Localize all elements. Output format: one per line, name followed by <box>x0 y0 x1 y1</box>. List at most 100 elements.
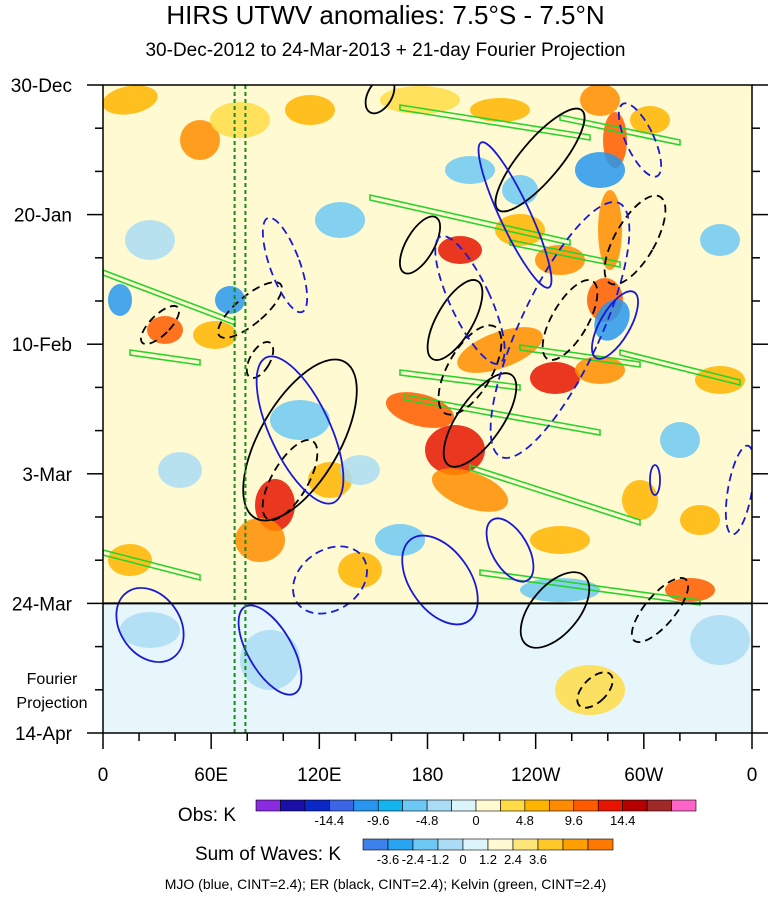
colorbar-tick-label: -3.6 <box>377 852 399 867</box>
anomaly-blob <box>580 85 620 116</box>
colorbar-box <box>329 799 355 812</box>
anomaly-blob <box>690 615 750 665</box>
colorbar-box <box>412 838 439 851</box>
anomaly-blob <box>598 190 622 270</box>
colorbar-tick-label: -2.4 <box>402 852 424 867</box>
mjo-contour <box>255 355 345 505</box>
kelvin-contour <box>404 394 601 436</box>
chart-title: HIRS UTWV anomalies: 7.5°S - 7.5°N <box>166 0 605 30</box>
y-tick-label: 24-Mar <box>12 594 73 615</box>
er-contours <box>140 85 690 709</box>
anomaly-blob <box>445 156 495 184</box>
x-tick-label: 180 <box>412 765 444 786</box>
anomaly-blob <box>530 526 590 554</box>
er-contour <box>603 194 667 286</box>
colorbar-tick-label: 9.6 <box>565 813 583 828</box>
colorbar-box <box>597 799 623 812</box>
mjo-contours <box>115 102 752 696</box>
colorbar-box <box>362 838 389 851</box>
anomaly-blob <box>425 425 485 475</box>
er-contour <box>261 439 319 521</box>
colorbar-tick-label: 4.8 <box>516 813 534 828</box>
kelvin-contour <box>509 239 621 268</box>
colorbar-box <box>437 838 464 851</box>
colorbar-box <box>402 799 428 812</box>
er-contour <box>140 305 180 345</box>
er-contour <box>541 279 599 361</box>
reference-lines <box>233 85 247 733</box>
colorbar-box <box>671 799 697 812</box>
mjo-contour <box>649 464 661 496</box>
colorbar-tick-label: 3.6 <box>529 852 547 867</box>
anomaly-blob <box>270 400 330 440</box>
mjo-contour <box>617 102 663 178</box>
er-contour <box>426 279 484 361</box>
colorbar-box <box>524 799 550 812</box>
anomaly-blob <box>210 102 270 138</box>
mjo-contour <box>115 587 185 663</box>
er-contour <box>576 671 614 709</box>
anomaly-blob <box>380 86 460 114</box>
anomaly-blob <box>285 95 335 125</box>
obs-colorbar-label: Obs: K <box>178 805 236 826</box>
anomaly-blob <box>555 665 625 715</box>
anomaly-blob <box>108 544 152 576</box>
anomaly-blob <box>438 236 482 264</box>
y-axis: 30-Dec 20-Jan 10-Feb 3-Mar 24-Mar 14-Apr <box>11 76 768 745</box>
colorbar-box <box>462 838 489 851</box>
colorbar-box <box>646 799 672 812</box>
x-axis: 0 60E 120E 180 120W 60W 0 <box>98 733 758 786</box>
x-tick-label: 60W <box>624 765 663 786</box>
colorbar-box <box>587 838 614 851</box>
anomaly-blob <box>193 321 237 349</box>
er-contour <box>364 85 396 115</box>
x-tick-label: 0 <box>747 765 758 786</box>
colorbar-box <box>562 838 589 851</box>
kelvin-contour <box>129 349 201 366</box>
colorbar-box <box>573 799 599 812</box>
er-contour <box>630 576 690 644</box>
er-contour <box>442 372 518 468</box>
colorbar-tick-label: 0 <box>472 813 479 828</box>
anomaly-blob <box>495 214 545 246</box>
colorbar-box <box>255 799 281 812</box>
colorbar-box <box>512 838 539 851</box>
er-contour <box>242 358 358 522</box>
er-contour <box>494 107 586 213</box>
anomaly-blob <box>575 356 625 384</box>
x-tick-label: 60E <box>194 765 228 786</box>
kelvin-contour <box>619 348 741 387</box>
kelvin-contour <box>519 344 641 368</box>
colorbar-tick-label: 14.4 <box>610 813 635 828</box>
contour-legend-note: MJO (blue, CINT=2.4); ER (black, CINT=2.… <box>164 876 607 892</box>
anomaly-blob <box>660 422 700 458</box>
er-contour <box>519 571 591 649</box>
colorbar-tick-label: 2.4 <box>504 852 522 867</box>
anomaly-blob <box>680 505 720 535</box>
anomaly-blob <box>340 455 380 485</box>
colorbar-box <box>475 799 501 812</box>
projection-background <box>103 603 752 733</box>
colorbar-box <box>426 799 452 812</box>
obs-colorbar: -14.4 -9.6 -4.8 0 4.8 9.6 14.4 <box>255 799 697 828</box>
colorbar-box <box>353 799 379 812</box>
colorbar-box <box>500 799 526 812</box>
mjo-contour <box>261 216 309 314</box>
mjo-contour <box>489 201 631 459</box>
waves-colorbar-label: Sum of Waves: K <box>195 844 341 865</box>
colorbar-box <box>304 799 330 812</box>
colorbar-tick-label: -4.8 <box>416 813 438 828</box>
projection-label-line: Fourier <box>27 671 78 688</box>
anomaly-blob <box>120 612 180 648</box>
colorbar-box <box>280 799 306 812</box>
anomaly-blob <box>180 120 220 160</box>
mjo-contour <box>591 290 639 360</box>
anomaly-blob <box>530 362 580 394</box>
er-contour <box>245 341 275 379</box>
anomaly-blob <box>665 578 715 602</box>
anomaly-blob <box>240 630 300 690</box>
anomaly-blob <box>622 480 658 520</box>
colorbar-tick-label: 1.2 <box>479 852 497 867</box>
anomaly-blob <box>338 552 382 588</box>
